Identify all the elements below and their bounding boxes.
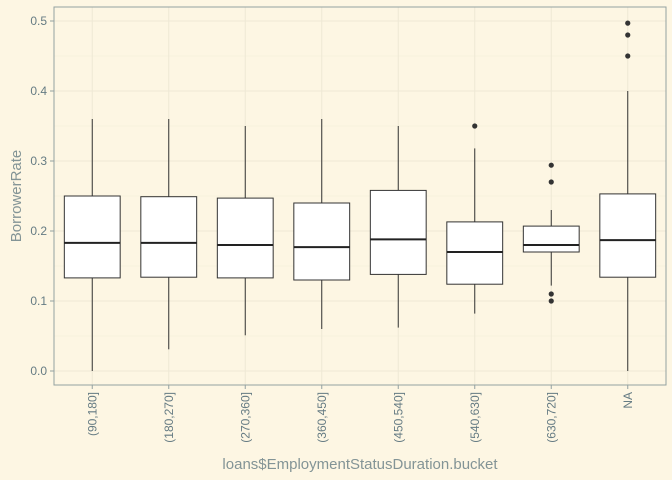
plot-border (53, 6, 667, 386)
y-axis-ticks: 0.0 0.1 0.2 0.3 0.4 0.5 (30, 14, 54, 378)
x-tick-label: (270,360] (238, 392, 252, 443)
box-2 (216, 126, 274, 336)
y-tick-label: 0.3 (30, 154, 47, 168)
box-iqr (599, 193, 657, 278)
y-tick-label: 0.1 (30, 294, 47, 308)
y-tick-label: 0.2 (30, 224, 47, 238)
y-tick-label: 0.5 (30, 14, 47, 28)
x-tick-label: (180,270] (162, 392, 176, 443)
box-6 (522, 162, 580, 304)
y-axis-title: BorrowerRate (8, 150, 25, 243)
outlier-point (625, 20, 631, 26)
y-tick-label: 0.4 (30, 84, 47, 98)
x-tick-label: (540,630] (468, 392, 482, 443)
box-iqr (293, 202, 351, 281)
box-4 (369, 126, 427, 328)
x-tick-label: (630,720] (544, 392, 558, 443)
x-axis-ticks: (90,180] (180,270] (270,360] (360,450] (450,… (85, 385, 635, 443)
box-iqr (140, 196, 198, 278)
x-axis-title: loans$EmploymentStatusDuration.bucket (222, 456, 498, 473)
box-iqr (369, 189, 427, 275)
outlier-point (472, 123, 478, 129)
outlier-point (625, 53, 631, 59)
outlier-point (548, 291, 554, 297)
box-iqr (522, 225, 580, 253)
box-5 (446, 123, 504, 314)
box-3 (293, 119, 351, 329)
x-tick-label: (90,180] (85, 392, 99, 436)
x-tick-label: (360,450] (315, 392, 329, 443)
box-7 (599, 20, 657, 371)
outlier-point (548, 179, 554, 185)
box-0 (63, 119, 121, 371)
x-tick-label: NA (621, 392, 635, 409)
outlier-point (548, 298, 554, 304)
box-iqr (446, 221, 504, 285)
box-iqr (63, 195, 121, 279)
x-tick-label: (450,540] (391, 392, 405, 443)
box-iqr (216, 197, 274, 279)
outlier-point (548, 162, 554, 168)
box-1 (140, 119, 198, 350)
y-tick-label: 0.0 (30, 364, 47, 378)
boxes (63, 20, 657, 371)
outlier-point (625, 32, 631, 38)
